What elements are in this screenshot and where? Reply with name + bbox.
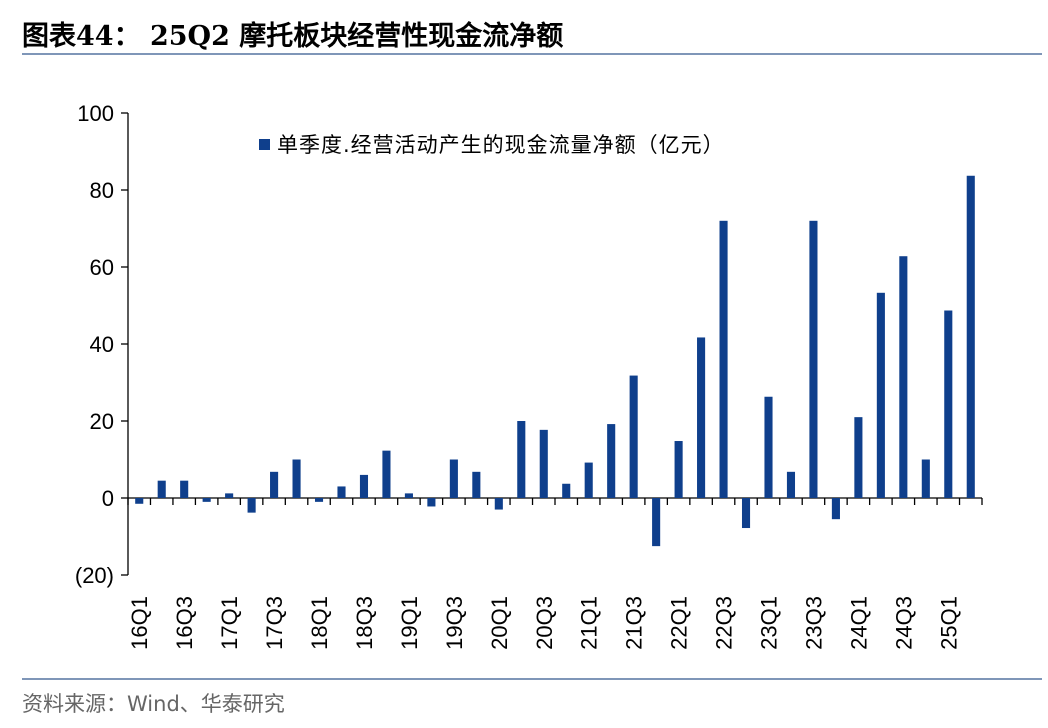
bar-18Q4 [382,450,391,498]
bar-17Q3 [270,471,279,498]
bar-23Q1 [764,396,773,498]
bar-18Q1 [314,498,324,502]
x-tick-label: 23Q1 [757,596,782,650]
y-tick-label: 40 [90,332,114,357]
x-tick-label: 18Q3 [352,596,377,650]
bar-20Q1 [494,498,503,510]
bar-18Q3 [359,474,369,498]
x-tick-label: 19Q3 [442,596,467,650]
y-tick-label: 80 [90,178,114,203]
source-note: 资料来源：Wind、华泰研究 [22,692,285,716]
x-tick-label: 24Q1 [846,596,871,650]
bars-layer [135,175,975,547]
bar-19Q4 [472,471,481,498]
x-tick-label: 16Q1 [127,596,152,650]
x-tick-label: 24Q3 [891,596,916,650]
bar-21Q1 [584,462,593,498]
bar-22Q2 [697,337,706,498]
x-tick-label: 17Q1 [217,596,242,650]
bar-16Q4 [202,498,211,502]
bar-25Q2 [966,175,975,498]
x-tick-label: 20Q1 [487,596,512,650]
y-tick-label: 60 [90,255,114,280]
x-tick-label: 19Q1 [397,596,422,650]
bar-21Q2 [607,424,616,498]
bar-20Q4 [562,483,571,498]
y-tick-label: (20) [75,563,114,588]
bar-17Q2 [247,498,256,513]
bar-19Q3 [449,459,458,498]
bar-17Q4 [292,459,301,498]
x-tick-label: 18Q1 [307,596,332,650]
bar-22Q1 [674,441,683,498]
bar-16Q2 [157,480,166,498]
bar-18Q2 [337,486,346,498]
y-tick-label: 100 [77,101,114,126]
bar-23Q2 [786,471,796,498]
bar-23Q3 [809,220,818,499]
x-tick-label: 22Q1 [667,596,692,650]
bar-17Q1 [225,493,234,498]
bar-16Q3 [180,480,189,498]
footer-rule [22,678,1042,680]
x-tick-label: 21Q1 [577,596,602,650]
x-tick-label: 22Q3 [712,596,737,650]
bar-24Q1 [854,417,863,498]
bar-24Q2 [876,292,885,498]
figure-title: 图表44： 25Q2 摩托板块经营性现金流净额 [22,21,564,52]
x-tick-label: 21Q3 [622,596,647,650]
x-tick-label: 25Q1 [936,596,961,650]
x-tick-label: 23Q3 [801,596,826,650]
bar-16Q1 [135,498,144,504]
legend-swatch [259,139,270,150]
bar-22Q4 [741,498,751,529]
bar-24Q3 [899,256,908,498]
bar-22Q3 [719,220,728,499]
bar-19Q1 [404,493,413,498]
title-rule [22,53,1042,55]
legend-label: 单季度.经营活动产生的现金流量净额（亿元） [277,133,725,157]
bar-20Q3 [539,429,548,498]
x-tick-label: 17Q3 [262,596,287,650]
bar-23Q4 [831,498,840,520]
legend: 单季度.经营活动产生的现金流量净额（亿元） [259,133,725,157]
bar-25Q1 [944,310,953,498]
bar-24Q4 [921,459,930,498]
labels-layer: (20) 0 20 40 60 80 100 16Q1 16Q3 17Q1 17Q3 18Q1 18Q3… [75,101,961,650]
y-tick-label: 0 [102,486,114,511]
y-tick-label: 20 [90,409,114,434]
x-tick-label: 16Q3 [172,596,197,650]
x-tick-label: 20Q3 [532,596,557,650]
bar-21Q4 [652,498,661,547]
bar-21Q3 [629,375,638,498]
bar-20Q2 [517,421,526,498]
bar-19Q2 [427,498,436,507]
